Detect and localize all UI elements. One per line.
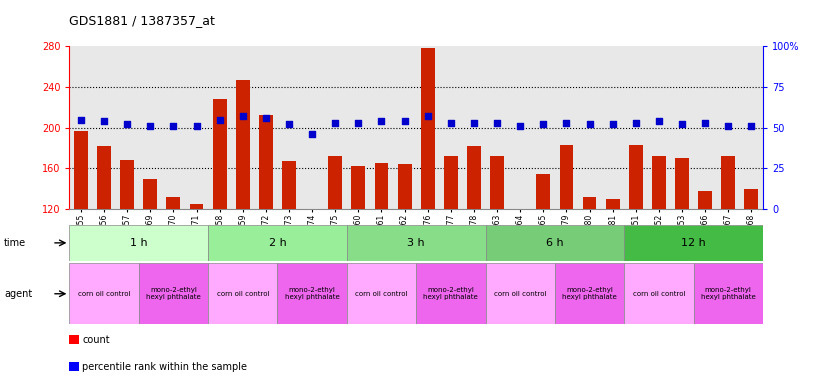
Bar (236, 80, 250, 209)
Bar (416, 263, 486, 324)
Bar (555, 263, 624, 324)
Bar (259, 116, 273, 209)
Text: mono-2-ethyl
hexyl phthalate: mono-2-ethyl hexyl phthalate (146, 287, 201, 300)
Point (698, 120, 712, 126)
Point (305, 131, 318, 137)
Text: 12 h: 12 h (681, 238, 706, 248)
Point (375, 118, 388, 124)
Text: agent: agent (4, 289, 33, 299)
Bar (486, 225, 624, 261)
Point (329, 120, 342, 126)
Bar (189, 204, 203, 209)
Bar (744, 189, 758, 209)
Bar (139, 263, 208, 324)
Bar (120, 161, 134, 209)
Text: count: count (82, 335, 110, 345)
Bar (624, 225, 763, 261)
Point (676, 121, 689, 127)
Point (121, 121, 134, 127)
Point (421, 113, 434, 119)
Bar (486, 263, 555, 324)
Bar (675, 158, 689, 209)
Bar (282, 161, 296, 209)
Point (398, 118, 411, 124)
Text: 3 h: 3 h (407, 238, 425, 248)
Bar (698, 191, 712, 209)
Bar (97, 146, 111, 209)
Bar (629, 145, 643, 209)
Point (352, 120, 365, 126)
Point (629, 120, 642, 126)
Bar (605, 199, 619, 209)
Bar (347, 225, 486, 261)
Bar (352, 166, 366, 209)
Bar (624, 263, 694, 324)
Bar (694, 263, 763, 324)
Point (721, 123, 734, 129)
Bar (536, 174, 550, 209)
Text: time: time (4, 238, 26, 248)
Point (166, 123, 180, 129)
Bar (583, 197, 596, 209)
Text: 6 h: 6 h (546, 238, 564, 248)
Bar (397, 164, 411, 209)
Bar (421, 48, 435, 209)
Bar (208, 263, 277, 324)
Text: mono-2-ethyl
hexyl phthalate: mono-2-ethyl hexyl phthalate (562, 287, 617, 300)
Bar (652, 156, 666, 209)
Text: corn oil control: corn oil control (494, 291, 547, 297)
Bar (375, 163, 388, 209)
Bar (328, 156, 342, 209)
Text: corn oil control: corn oil control (216, 291, 269, 297)
Text: 1 h: 1 h (130, 238, 148, 248)
Text: corn oil control: corn oil control (355, 291, 408, 297)
Text: mono-2-ethyl
hexyl phthalate: mono-2-ethyl hexyl phthalate (424, 287, 478, 300)
Bar (69, 263, 139, 324)
Bar (277, 263, 347, 324)
Bar (490, 156, 504, 209)
Bar (208, 225, 347, 261)
Point (468, 120, 481, 126)
Bar (560, 145, 574, 209)
Point (514, 123, 527, 129)
Text: mono-2-ethyl
hexyl phthalate: mono-2-ethyl hexyl phthalate (701, 287, 756, 300)
Text: mono-2-ethyl
hexyl phthalate: mono-2-ethyl hexyl phthalate (285, 287, 339, 300)
Point (583, 121, 596, 127)
Point (560, 120, 573, 126)
Bar (69, 225, 208, 261)
Point (745, 123, 758, 129)
Point (237, 113, 250, 119)
Point (144, 123, 157, 129)
Point (444, 120, 457, 126)
Bar (144, 179, 157, 209)
Bar (721, 156, 735, 209)
Bar (213, 99, 227, 209)
Bar (444, 156, 458, 209)
Text: corn oil control: corn oil control (632, 291, 685, 297)
Bar (347, 263, 416, 324)
Point (282, 121, 295, 127)
Point (190, 123, 203, 129)
Text: corn oil control: corn oil control (78, 291, 131, 297)
Point (537, 121, 550, 127)
Bar (467, 146, 481, 209)
Point (259, 115, 273, 121)
Text: percentile rank within the sample: percentile rank within the sample (82, 362, 247, 372)
Text: GDS1881 / 1387357_at: GDS1881 / 1387357_at (69, 14, 215, 27)
Point (606, 121, 619, 127)
Point (74, 116, 87, 122)
Point (98, 118, 111, 124)
Point (490, 120, 503, 126)
Point (213, 116, 226, 122)
Bar (166, 197, 180, 209)
Text: 2 h: 2 h (268, 238, 286, 248)
Bar (74, 131, 88, 209)
Point (652, 118, 665, 124)
